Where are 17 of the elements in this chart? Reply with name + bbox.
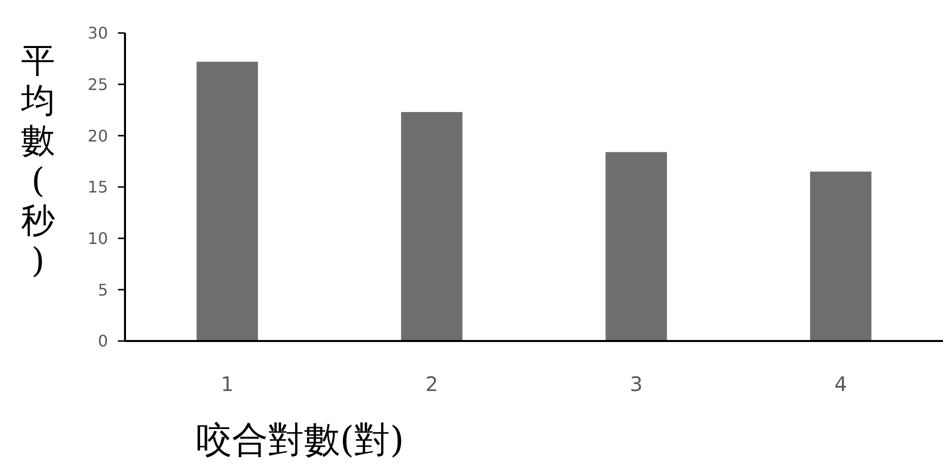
y-tick-label: 30 [88,24,108,43]
y-tick-label: 0 [98,332,108,351]
y-axis-title: 平均數(秒) [20,41,55,281]
x-tick-label: 1 [220,372,234,396]
x-tick-label: 2 [425,372,438,396]
y-tick-label: 20 [88,126,108,146]
y-tick-label: 15 [88,178,108,197]
bar [606,152,667,341]
y-tick-label: 5 [98,280,108,300]
bar [401,112,462,341]
x-tick-label: 4 [834,372,848,396]
bar [810,172,872,341]
bar [196,62,258,341]
y-tick-label: 25 [88,74,108,94]
x-axis-title: 咬合對數(對) [196,420,404,461]
x-tick-label: 3 [630,372,643,396]
y-tick-label: 10 [88,228,108,248]
